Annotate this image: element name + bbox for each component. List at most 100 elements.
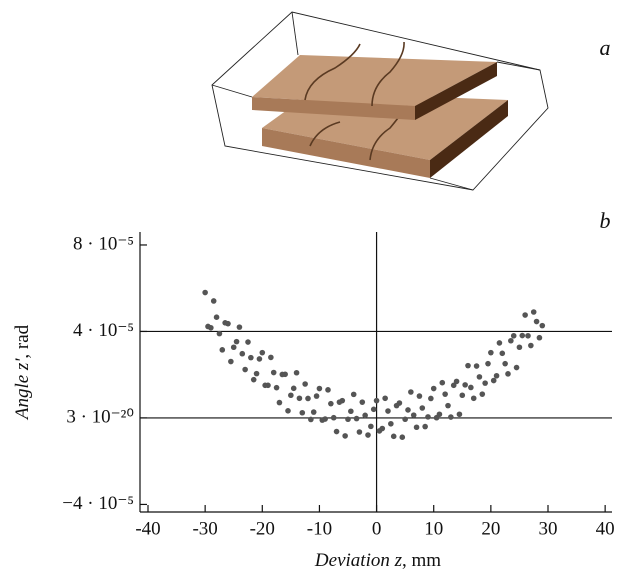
point [348,408,354,414]
point [385,408,391,414]
point [357,429,363,435]
point [525,333,531,339]
point [259,350,265,356]
point [242,367,248,373]
point [345,416,351,422]
point [488,350,494,356]
point [465,363,471,369]
point [408,389,414,395]
x-axis-label-unit: , mm [402,550,441,571]
point [382,395,388,401]
point [482,380,488,386]
point [274,385,280,391]
illustration [212,12,548,190]
point [279,372,285,378]
y-axis-label: Angle z', rad [12,324,33,421]
point [205,324,211,330]
point [519,333,525,339]
point [531,309,537,315]
point [245,339,251,345]
point [391,434,397,440]
point [251,377,257,383]
point [314,393,320,399]
point [277,400,283,406]
point [328,401,334,407]
point [462,382,468,388]
point [485,361,491,367]
point [231,344,237,350]
point [431,386,437,392]
point [228,359,234,365]
y-tick-label: 8 · 10⁻⁵ [73,233,134,254]
y-tick-label: 4 · 10⁻⁵ [73,320,134,341]
point [514,365,520,371]
panel-label: b [600,208,611,233]
point [311,409,317,415]
point [262,382,268,388]
point [331,415,337,421]
point [405,407,411,413]
point [248,355,254,361]
point [214,314,220,320]
point [285,408,291,414]
point [439,380,445,386]
x-tick-label: 30 [539,518,558,539]
point [539,323,545,329]
point [528,343,534,349]
point [388,421,394,427]
point [254,371,260,377]
x-tick-label: -10 [307,518,332,539]
point [522,312,528,318]
point [291,386,297,392]
point [294,370,300,376]
point [268,355,274,361]
x-tick-label: 0 [372,518,382,539]
point [457,411,463,417]
point [239,351,245,357]
y-tick-label: 3 · 10⁻²⁰ [66,406,134,427]
point [368,424,374,430]
point [442,391,448,397]
frame-edge [497,62,540,70]
point [237,324,243,330]
point [362,413,368,419]
point [468,385,474,391]
point [434,415,440,421]
point [425,414,431,420]
point [428,396,434,402]
point [234,339,240,345]
point [502,361,508,367]
point [299,410,305,416]
point [257,356,263,362]
point [517,344,523,350]
x-axis-label-main: Deviation z [314,550,403,571]
frame-edge [430,178,473,190]
point [297,395,303,401]
point [402,416,408,422]
point [288,392,294,398]
x-tick-label: 40 [596,518,615,539]
figure: a b Deviation z, mm Angle z', rad −4 · 1… [0,0,626,576]
point [422,424,428,430]
point [359,399,365,405]
point [317,386,323,392]
point [319,417,325,423]
point [394,403,400,409]
point [451,382,457,388]
point [222,320,228,326]
point [371,406,377,412]
point [271,370,277,376]
point [534,319,540,325]
point [302,381,308,387]
point [351,392,357,398]
panel-label: a [600,35,611,60]
point [305,396,311,402]
point [365,432,371,438]
point [202,290,208,296]
point [537,335,543,341]
point [499,350,505,356]
point [334,429,340,435]
point [211,298,217,304]
point [219,347,225,353]
x-tick-label: -20 [250,518,275,539]
